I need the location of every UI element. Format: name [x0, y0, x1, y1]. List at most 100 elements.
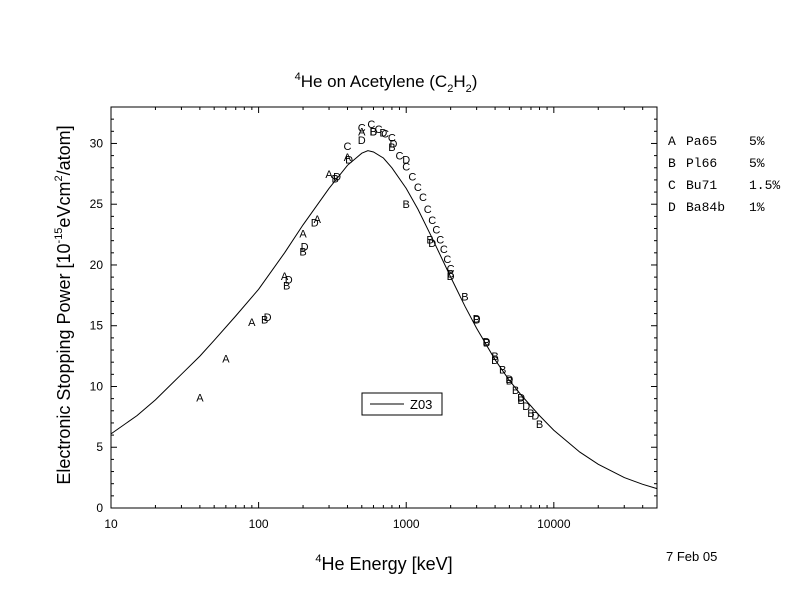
- y-tick-label: 10: [90, 379, 104, 393]
- x-tick-label: 10000: [537, 517, 571, 531]
- data-point-c: C: [358, 123, 366, 135]
- data-point-b: B: [426, 234, 433, 246]
- data-point-b: B: [403, 199, 410, 211]
- data-point-b: B: [370, 126, 377, 138]
- data-point-c: C: [388, 132, 396, 144]
- data-point-c: C: [367, 119, 375, 131]
- plot-frame: [110, 106, 658, 509]
- data-point-b: B: [506, 375, 513, 387]
- reference-key: D: [668, 200, 676, 215]
- data-point-b: B: [447, 268, 454, 280]
- data-point-b: B: [299, 247, 306, 259]
- data-point-b: B: [517, 395, 524, 407]
- data-point-d: D: [473, 313, 481, 325]
- x-axis: 10 100 1000 10000: [104, 107, 658, 531]
- data-point-a: A: [314, 214, 322, 226]
- reference-error: 1%: [749, 200, 765, 215]
- data-point-c: C: [436, 234, 444, 246]
- z03-curve: [110, 150, 658, 490]
- data-point-c: C: [424, 204, 432, 216]
- data-point-c: C: [428, 215, 436, 227]
- data-point-d: D: [428, 238, 436, 250]
- data-point-c: C: [432, 225, 440, 237]
- x-tick-label: 1000: [393, 517, 420, 531]
- data-point-c: C: [395, 151, 403, 163]
- reference-key: A: [668, 134, 676, 149]
- y-tick-label: 15: [90, 319, 104, 333]
- data-point-c: C: [447, 264, 455, 276]
- reference-error: 5%: [749, 134, 765, 149]
- data-point-c: C: [408, 171, 416, 183]
- data-point-a: A: [358, 126, 366, 138]
- legend: Z03: [361, 392, 443, 416]
- data-point-b: B: [536, 419, 543, 431]
- y-tick-label: 5: [96, 440, 103, 454]
- data-point-b: B: [473, 315, 480, 327]
- data-point-b: B: [261, 315, 268, 327]
- data-point-d: D: [369, 126, 377, 138]
- data-point-d: D: [301, 242, 309, 254]
- reference-key: B: [668, 156, 676, 171]
- reference-name: Pa65: [686, 134, 717, 149]
- data-point-a: A: [281, 271, 289, 283]
- y-axis-title: Electronic Stopping Power [10-15eVcm2/at…: [53, 125, 74, 484]
- data-point-d: D: [483, 337, 491, 349]
- data-point-c: C: [402, 162, 410, 174]
- reference-key: C: [668, 178, 676, 193]
- data-point-c: C: [381, 129, 389, 141]
- data-point-c: C: [375, 124, 383, 136]
- data-point-b: B: [483, 338, 490, 350]
- data-point-b: B: [331, 174, 338, 186]
- reference-error: 1.5%: [749, 178, 780, 193]
- data-point-d: D: [345, 154, 353, 166]
- data-point-b: B: [491, 351, 498, 363]
- data-point-c: C: [419, 192, 427, 204]
- data-point-a: A: [299, 228, 307, 240]
- y-tick-label: 30: [90, 136, 104, 150]
- data-point-c: C: [344, 141, 352, 153]
- y-tick-label: 25: [90, 197, 104, 211]
- reference-name: Bu71: [686, 178, 717, 193]
- x-tick-label: 10: [104, 517, 118, 531]
- data-point-d: D: [358, 135, 366, 147]
- data-point-a: A: [344, 152, 352, 164]
- y-tick-label: 20: [90, 258, 104, 272]
- data-point-d: D: [311, 217, 319, 229]
- data-point-d: D: [522, 401, 530, 413]
- data-point-c: C: [414, 182, 422, 194]
- reference-name: Ba84b: [686, 200, 725, 215]
- data-point-d: D: [505, 374, 513, 386]
- x-axis-title: 4He Energy [keV]: [315, 553, 452, 574]
- data-point-a: A: [222, 354, 230, 366]
- reference-list: A Pa65 5% B Pl66 5% C Bu71 1.5% D Ba84b 1%: [668, 134, 780, 215]
- legend-label: Z03: [410, 397, 432, 412]
- data-point-d: D: [402, 154, 410, 166]
- data-point-b: B: [388, 142, 395, 154]
- x-tick-label: 100: [249, 517, 269, 531]
- data-point-c: C: [443, 254, 451, 266]
- data-point-b: B: [512, 385, 519, 397]
- data-point-a: A: [248, 317, 256, 329]
- chart-title: 4He on Acetylene (C2H2): [295, 71, 478, 95]
- reference-error: 5%: [749, 156, 765, 171]
- data-point-d: D: [531, 411, 539, 423]
- data-point-d: D: [264, 312, 272, 324]
- data-point-d: D: [390, 138, 398, 150]
- data-point-d: D: [517, 392, 525, 404]
- data-point-b: B: [283, 281, 290, 293]
- data-point-d: D: [379, 128, 387, 140]
- y-tick-label: 0: [96, 501, 103, 515]
- data-point-b: B: [527, 408, 534, 420]
- data-point-a: A: [196, 392, 204, 404]
- reference-name: Pl66: [686, 156, 717, 171]
- y-axis: 0 5 10 15 20 25 30: [90, 118, 657, 515]
- data-point-d: D: [285, 275, 293, 287]
- data-point-a: A: [325, 169, 333, 181]
- data-point-b: B: [499, 364, 506, 376]
- data-point-d: D: [491, 355, 499, 367]
- data-point-c: C: [440, 244, 448, 256]
- date-stamp: 7 Feb 05: [666, 549, 717, 564]
